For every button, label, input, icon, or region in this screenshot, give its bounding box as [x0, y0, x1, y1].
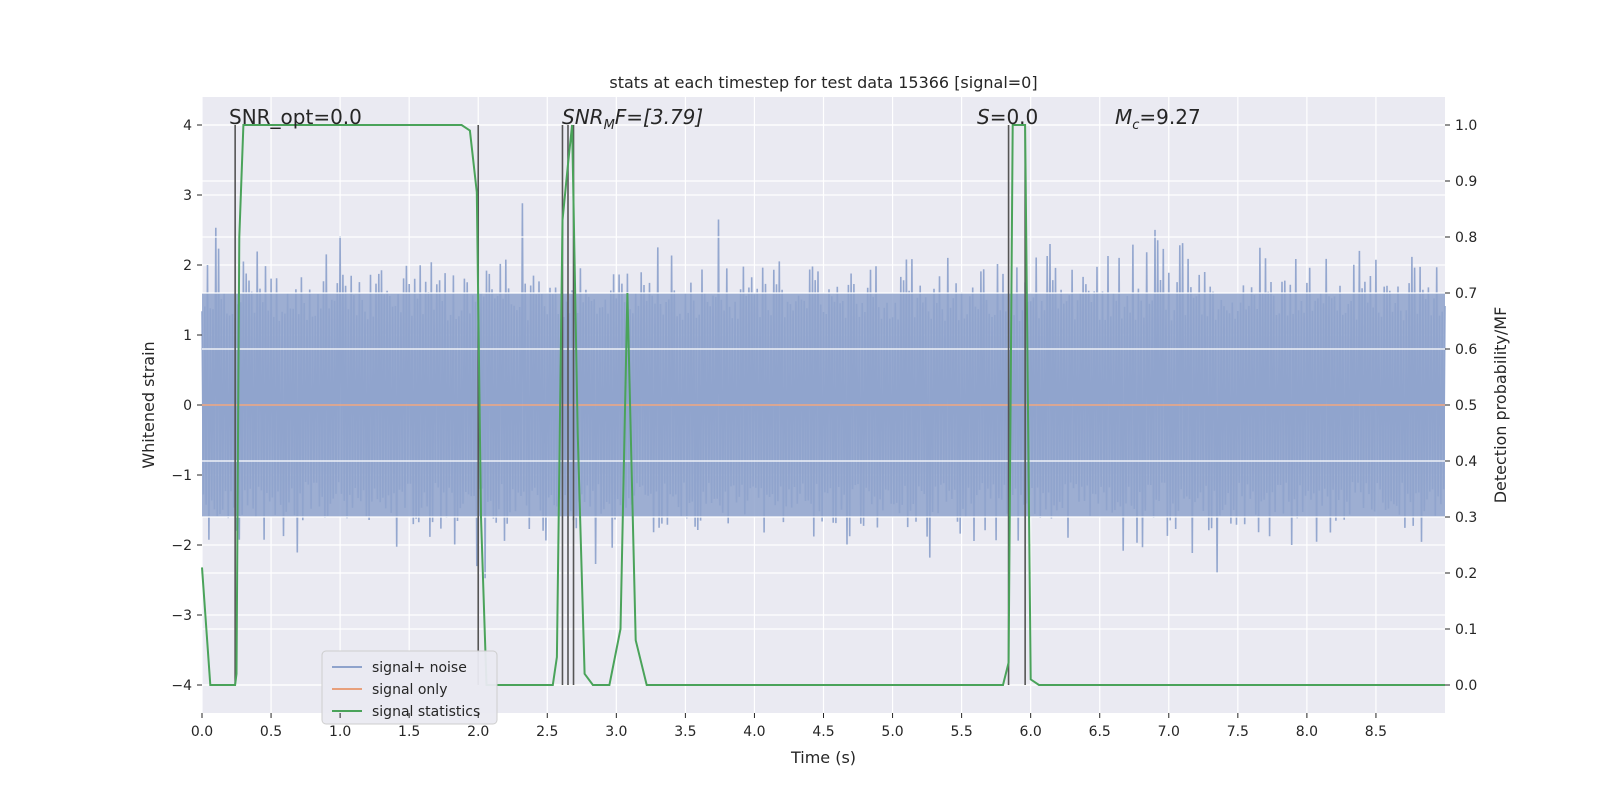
- x-tick-label-2: 1.0: [329, 724, 351, 740]
- legend: signal+ noise signal only signal statistic…: [321, 650, 498, 725]
- x-tick-label-1: 0.5: [260, 724, 282, 740]
- y-tick-label-left-6: 2: [183, 258, 192, 274]
- y-tick-label-left-3: −1: [171, 468, 192, 484]
- legend-label-0: signal+ noise: [372, 660, 467, 676]
- y-tick-label-left-2: −2: [171, 538, 192, 554]
- y-tick-label-right-1: 0.1: [1455, 622, 1477, 638]
- y-tick-label-right-4: 0.4: [1455, 454, 1477, 470]
- annotation-s: S=0.0: [977, 105, 1038, 129]
- series-signal-statistics: [201, 124, 1445, 686]
- annotation-snr-mf-sub: M: [604, 118, 615, 133]
- y-tick-label-right-9: 0.9: [1455, 174, 1477, 190]
- x-tick-label-5: 2.5: [536, 724, 558, 740]
- x-tick-label-11: 5.5: [950, 724, 972, 740]
- x-tick-label-4: 2.0: [467, 724, 489, 740]
- y-axis-label-left: Whitened strain: [139, 341, 158, 468]
- annotation-snr-mf: SNRMF=[3.79]: [562, 105, 703, 133]
- chart-title: stats at each timestep for test data 153…: [609, 73, 1037, 92]
- y-tick-label-right-7: 0.7: [1455, 286, 1477, 302]
- y-tick-label-right-3: 0.3: [1455, 510, 1477, 526]
- x-tick-label-17: 8.5: [1365, 724, 1387, 740]
- y-tick-label-left-1: −3: [171, 608, 192, 624]
- y-tick-label-right-10: 1.0: [1455, 118, 1477, 134]
- x-tick-label-7: 3.5: [674, 724, 696, 740]
- x-axis-label: Time (s): [790, 748, 856, 767]
- legend-box: [321, 650, 498, 725]
- annotation-mc: Mc=9.27: [1115, 105, 1201, 133]
- x-tick-label-6: 3.0: [605, 724, 627, 740]
- x-tick-label-3: 1.5: [398, 724, 420, 740]
- y-tick-label-right-5: 0.5: [1455, 398, 1477, 414]
- x-tick-label-10: 5.0: [881, 724, 903, 740]
- annotation-snr-mf-main: SNR: [562, 105, 604, 129]
- x-tick-label-0: 0.0: [191, 724, 213, 740]
- y-tick-label-left-4: 0: [183, 398, 192, 414]
- y-tick-label-right-8: 0.8: [1455, 230, 1477, 246]
- plot-area: [201, 97, 1446, 713]
- x-tick-label-15: 7.5: [1227, 724, 1249, 740]
- legend-label-1: signal only: [372, 682, 447, 698]
- x-tick-label-8: 4.0: [743, 724, 765, 740]
- y-tick-label-right-2: 0.2: [1455, 566, 1477, 582]
- x-tick-label-14: 7.0: [1158, 724, 1180, 740]
- y-tick-label-right-0: 0.0: [1455, 678, 1477, 694]
- annotation-mc-rest: =9.27: [1139, 105, 1200, 129]
- y-tick-label-left-5: 1: [183, 328, 192, 344]
- y-axis-label-right: Detection probability/MF: [1491, 307, 1510, 504]
- annotation-snr-mf-rest: F=[3.79]: [615, 105, 703, 129]
- y-tick-label-right-6: 0.6: [1455, 342, 1477, 358]
- x-tick-label-9: 4.5: [812, 724, 834, 740]
- y-tick-label-left-7: 3: [183, 188, 192, 204]
- x-tick-label-16: 8.0: [1296, 724, 1318, 740]
- y-tick-label-left-0: −4: [171, 678, 192, 694]
- annotation-s-rest: =0.0: [990, 105, 1039, 129]
- legend-label-2: signal statistics: [372, 704, 480, 720]
- annotation-snr-opt: SNR_opt=0.0: [229, 105, 362, 129]
- x-tick-label-13: 6.5: [1089, 724, 1111, 740]
- annotation-mc-italic: M: [1115, 105, 1132, 129]
- annotation-s-italic: S: [977, 105, 990, 129]
- x-tick-label-12: 6.0: [1020, 724, 1042, 740]
- y-tick-label-left-8: 4: [183, 118, 192, 134]
- annotation-mc-sub: c: [1132, 118, 1139, 133]
